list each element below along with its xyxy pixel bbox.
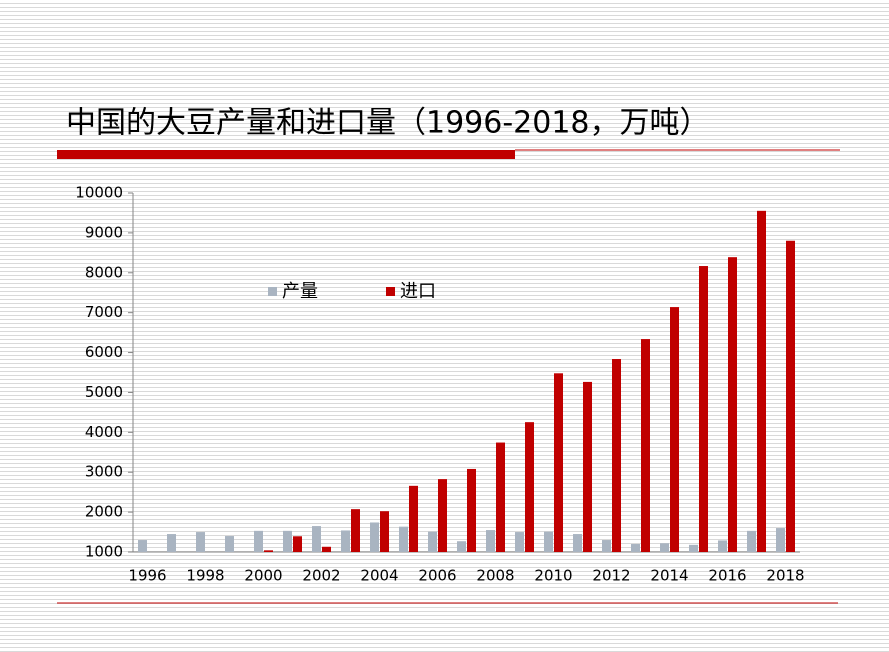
bar xyxy=(573,534,582,552)
bar xyxy=(496,442,505,552)
bar xyxy=(467,468,476,552)
x-tick-label: 2002 xyxy=(302,567,340,585)
bar xyxy=(718,540,727,552)
bar xyxy=(641,339,650,552)
y-tick-label: 10000 xyxy=(75,184,123,202)
x-tick-label: 2012 xyxy=(592,567,630,585)
y-tick-label: 8000 xyxy=(85,263,123,281)
chart-title: 中国的大豆产量和进口量（1996-2018，万吨） xyxy=(66,106,710,141)
bar xyxy=(525,422,534,552)
x-tick-label: 2010 xyxy=(534,567,572,585)
y-tick-label: 2000 xyxy=(85,503,123,521)
bar xyxy=(776,528,785,552)
bar xyxy=(699,266,708,552)
bar xyxy=(254,530,263,552)
bar xyxy=(322,546,331,552)
bar xyxy=(138,540,147,552)
x-tick-label: 1998 xyxy=(186,567,224,585)
bar xyxy=(583,381,592,552)
bar xyxy=(370,522,379,552)
bar xyxy=(515,532,524,552)
x-tick-label: 2006 xyxy=(418,567,456,585)
bar xyxy=(728,257,737,552)
bar xyxy=(660,543,669,552)
x-tick-label: 1996 xyxy=(128,567,166,585)
x-tick-label: 2008 xyxy=(476,567,514,585)
bar xyxy=(612,359,621,552)
bar xyxy=(341,530,350,552)
y-tick-label: 4000 xyxy=(85,423,123,441)
x-tick-label: 2014 xyxy=(650,567,688,585)
bar xyxy=(438,479,447,552)
bar xyxy=(544,531,553,552)
bar xyxy=(486,530,495,552)
bar xyxy=(283,530,292,552)
x-tick-label: 2016 xyxy=(708,567,746,585)
bar xyxy=(399,526,408,552)
bar xyxy=(757,210,766,553)
bar xyxy=(670,307,679,552)
bar xyxy=(351,509,360,552)
bar xyxy=(312,526,321,552)
x-tick-label: 2004 xyxy=(360,567,398,585)
legend-swatch xyxy=(268,287,277,296)
bar xyxy=(554,373,563,552)
bar xyxy=(293,536,302,552)
x-tick-label: 2018 xyxy=(766,567,804,585)
bar xyxy=(380,511,389,552)
bar xyxy=(457,541,466,552)
y-tick-label: 6000 xyxy=(85,343,123,361)
bar xyxy=(631,544,640,552)
y-tick-label: 3000 xyxy=(85,463,123,481)
bar xyxy=(786,240,795,552)
bar xyxy=(196,532,205,552)
title-underline xyxy=(57,150,515,159)
bar xyxy=(225,536,234,552)
bar xyxy=(264,550,273,552)
y-tick-label: 9000 xyxy=(85,223,123,241)
legend-label: 进口 xyxy=(400,281,436,302)
y-tick-label: 5000 xyxy=(85,383,123,401)
bar xyxy=(167,534,176,552)
bar xyxy=(428,531,437,552)
y-tick-label: 7000 xyxy=(85,303,123,321)
y-tick-label: 1000 xyxy=(85,543,123,561)
bar xyxy=(747,530,756,552)
legend-swatch xyxy=(386,287,395,296)
bar xyxy=(409,485,418,552)
bar xyxy=(602,540,611,552)
bar xyxy=(689,544,698,552)
x-tick-label: 2000 xyxy=(244,567,282,585)
legend-label: 产量 xyxy=(282,281,318,302)
